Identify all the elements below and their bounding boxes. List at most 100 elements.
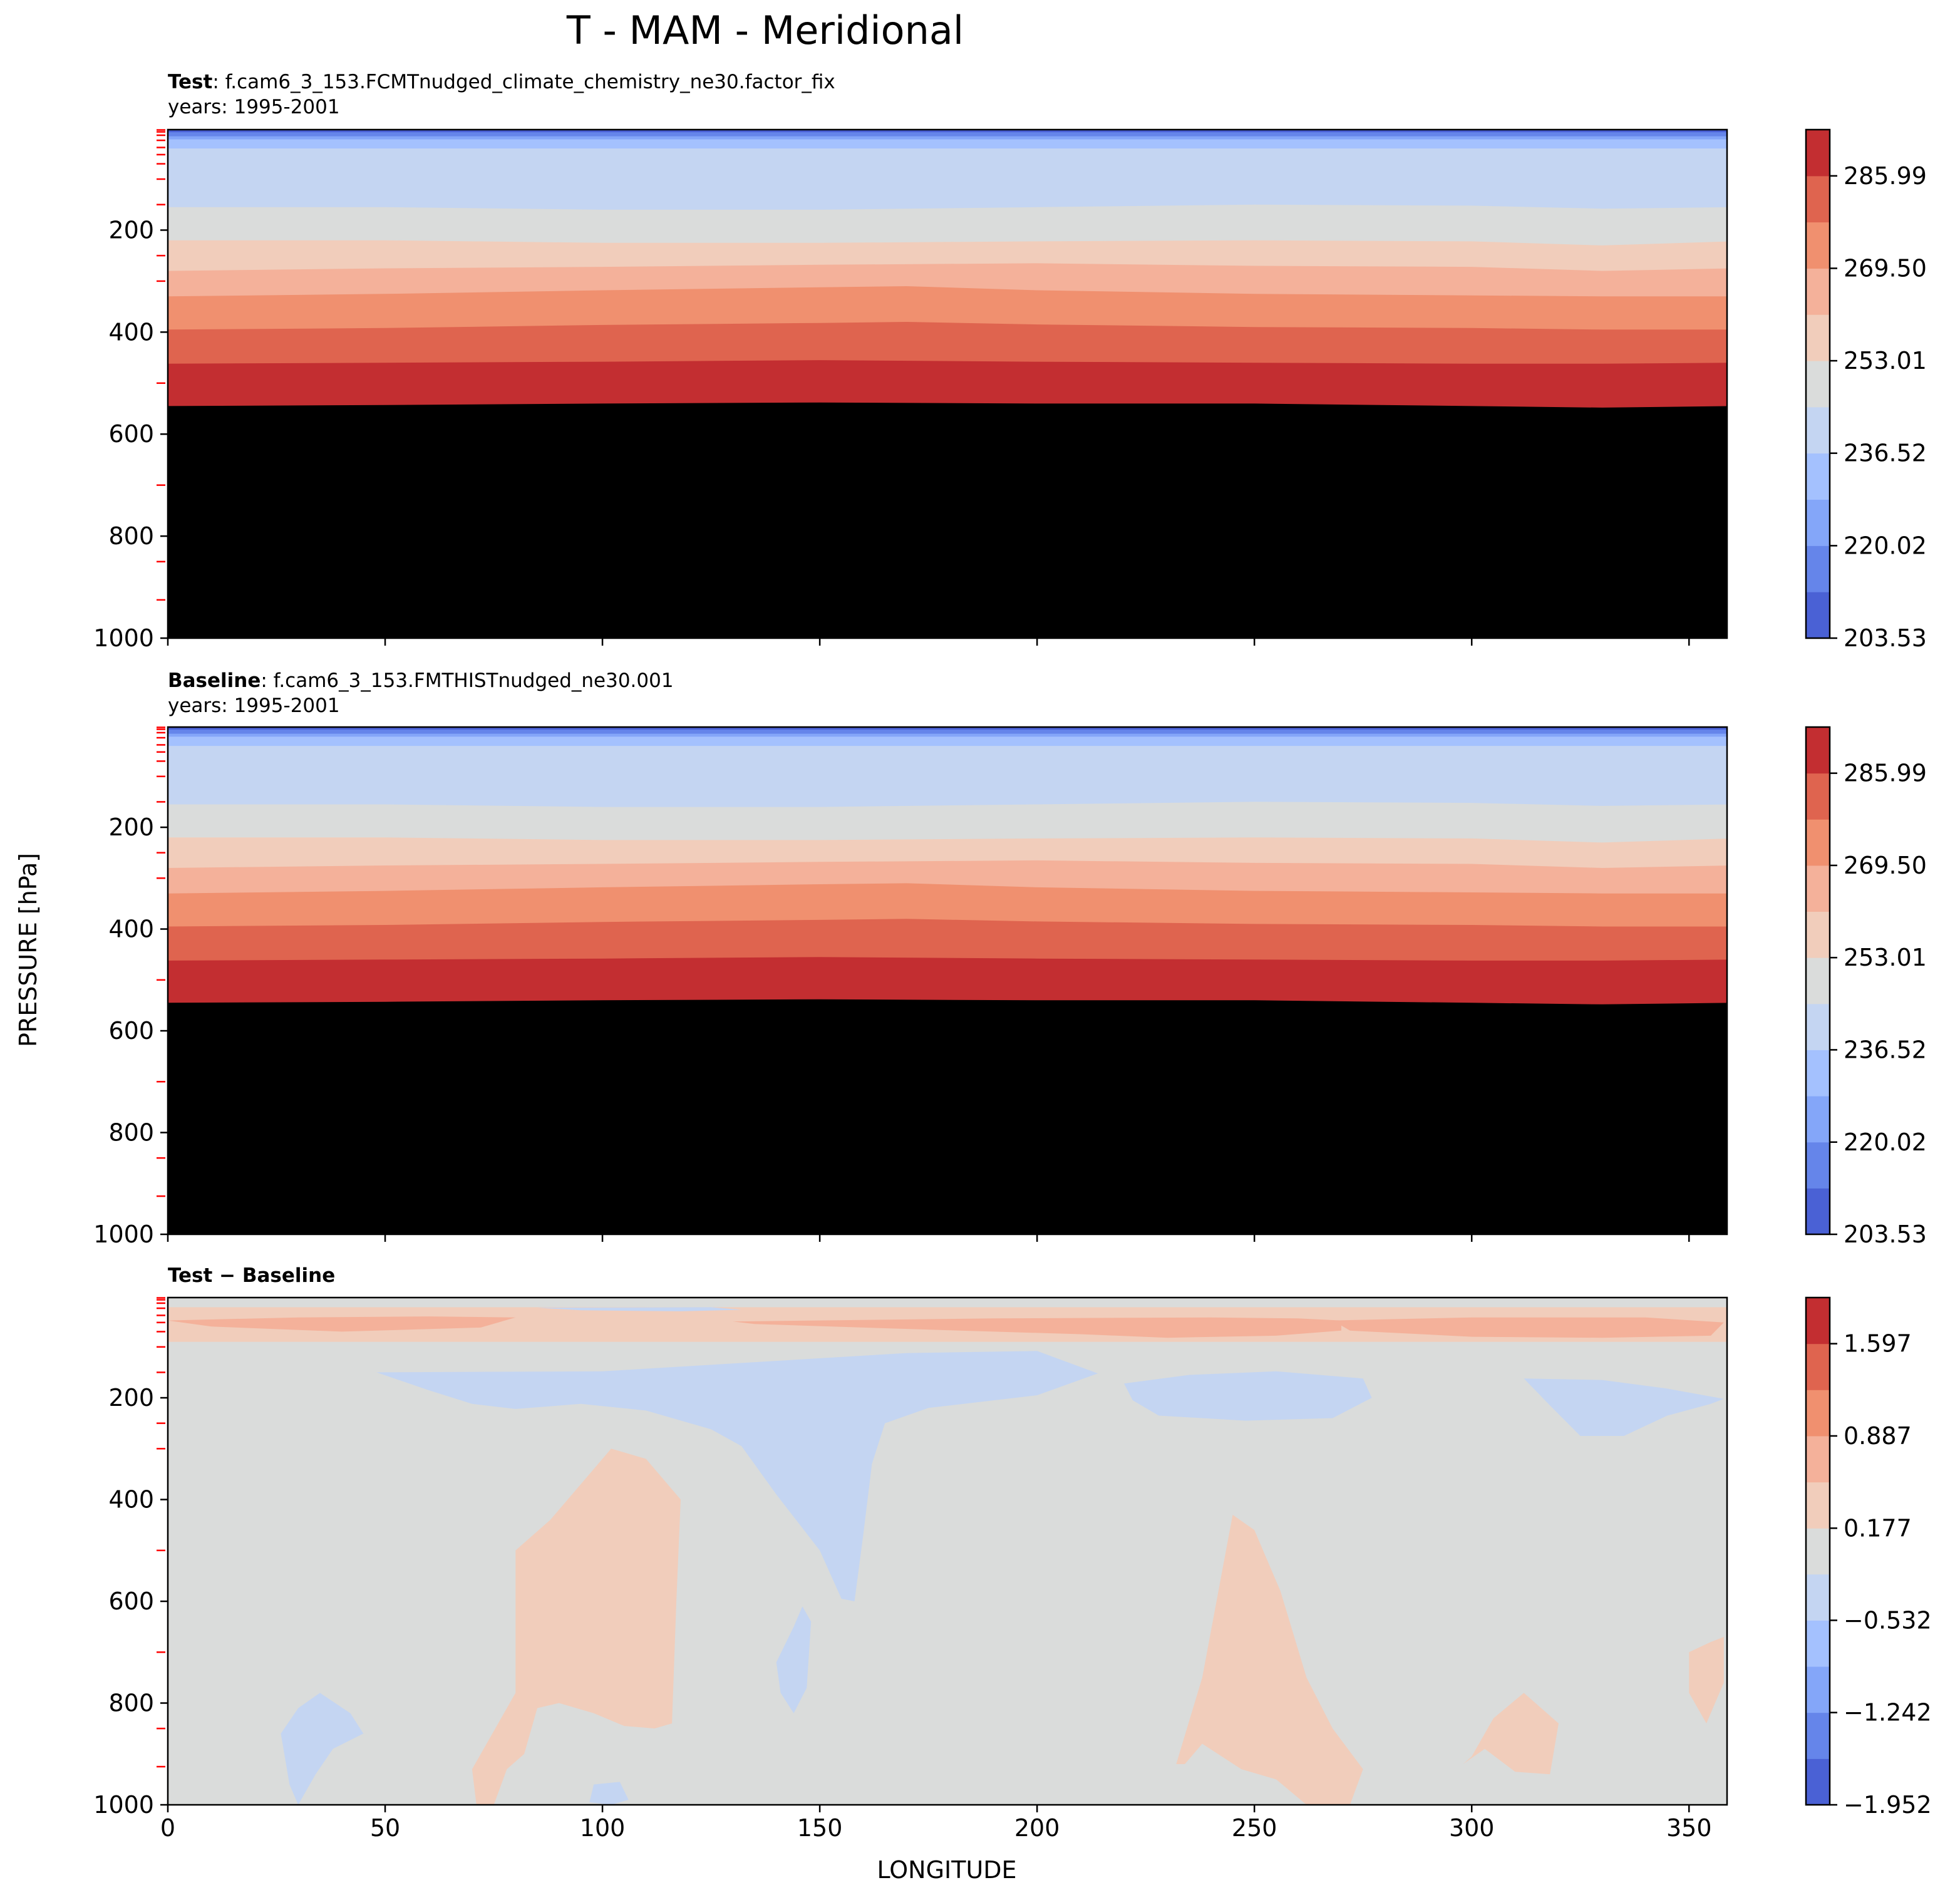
- colorbar-swatch: [1806, 1435, 1830, 1483]
- x-tick-label: 100: [580, 1814, 626, 1842]
- colorbar-swatch: [1806, 911, 1830, 958]
- colorbar-tick-label: 203.53: [1844, 1221, 1927, 1248]
- colorbar-swatch: [1806, 1050, 1830, 1097]
- y-tick-label: 400: [108, 318, 154, 346]
- colorbar-tick-label: 1.597: [1844, 1330, 1912, 1358]
- colorbar-swatch: [1806, 727, 1830, 774]
- colorbar-swatch: [1806, 1003, 1830, 1050]
- contour-band: [168, 1185, 1727, 1234]
- panel-header-rest: : f.cam6_3_153.FMTHISTnudged_ne30.001: [260, 669, 673, 692]
- colorbar-swatch: [1806, 1482, 1830, 1529]
- x-axis: [167, 638, 1690, 646]
- difference-panel: Test − Baseline 200 400 600 800 1000 0 50 100 1…: [93, 1264, 1931, 1842]
- colorbar-tick-label: 269.50: [1844, 852, 1927, 879]
- figure-title: T - MAM - Meridional: [566, 8, 964, 53]
- plot-frame: [167, 128, 1728, 639]
- colorbar-swatch: [1806, 1343, 1830, 1390]
- colorbar-tick-label: −1.242: [1844, 1699, 1932, 1727]
- contour-plot: [168, 1298, 1727, 1805]
- colorbar-swatch: [1806, 1528, 1830, 1575]
- panel-header-bold: Test: [168, 71, 213, 93]
- contour-plot: [168, 727, 1727, 1234]
- colorbar: 203.53 220.02 236.52 253.01 269.50 285.99: [1805, 128, 1927, 652]
- contour-region: [472, 1448, 681, 1805]
- colorbar-swatch: [1806, 1666, 1830, 1713]
- colorbar-swatch: [1806, 1712, 1830, 1759]
- colorbar-swatch: [1806, 268, 1830, 315]
- colorbar-tick-label: 269.50: [1844, 254, 1927, 282]
- contour-region: [281, 1693, 364, 1805]
- contour-region: [537, 1307, 742, 1311]
- plot-frame: [167, 1296, 1728, 1806]
- x-tick-label: 200: [1014, 1814, 1060, 1842]
- contour-region: [1333, 1317, 1724, 1338]
- colorbar-swatch: [1806, 1390, 1830, 1437]
- colorbar-tick-label: 285.99: [1844, 162, 1927, 190]
- panel-header-rest: : f.cam6_3_153.FCMTnudged_climate_chemis…: [212, 71, 835, 93]
- x-tick-label: 50: [370, 1814, 400, 1842]
- y-tick-label: 600: [108, 1588, 154, 1615]
- y-axis: 200 400 600 800 1000: [93, 129, 168, 652]
- colorbar-swatch: [1806, 499, 1830, 546]
- y-tick-label: 200: [108, 813, 154, 841]
- colorbar-frame: [1805, 1296, 1831, 1806]
- y-tick-label: 1000: [93, 1221, 154, 1248]
- colorbar-tick-label: 236.52: [1844, 1036, 1927, 1063]
- y-tick-label: 200: [108, 1384, 154, 1412]
- colorbar-swatch: [1806, 175, 1830, 223]
- x-tick-label: 350: [1666, 1814, 1712, 1842]
- contour-region: [1124, 1371, 1372, 1421]
- colorbar-frame: [1805, 726, 1831, 1236]
- colorbar-tick-label: 253.01: [1844, 347, 1927, 374]
- y-tick-label: 600: [108, 1017, 154, 1045]
- contour-plot: [168, 130, 1727, 638]
- contour-region: [733, 1317, 1341, 1338]
- y-axis-label: PRESSURE [hPa]: [14, 853, 42, 1047]
- y-tick-label: 600: [108, 420, 154, 448]
- y-tick-label: 1000: [93, 624, 154, 652]
- colorbar-tick-label: 0.177: [1844, 1514, 1912, 1542]
- baseline-panel: Baseline: f.cam6_3_153.FMTHISTnudged_ne3…: [93, 669, 1927, 1248]
- x-tick-label: 300: [1449, 1814, 1495, 1842]
- panel-header: Baseline: f.cam6_3_153.FMTHISTnudged_ne3…: [168, 669, 674, 692]
- x-tick-label: 0: [160, 1814, 175, 1842]
- contour-region: [1463, 1693, 1559, 1775]
- plot-frame: [167, 726, 1728, 1236]
- x-axis: 0 50 100 150 200 250 300 350: [160, 1805, 1712, 1842]
- colorbar: 203.53 220.02 236.52 253.01 269.50 285.99: [1805, 726, 1927, 1248]
- colorbar: −1.952 −1.242 −0.532 0.177 0.887 1.597: [1805, 1296, 1932, 1819]
- y-tick-label: 1000: [93, 1791, 154, 1819]
- colorbar-tick-label: 203.53: [1844, 624, 1927, 652]
- colorbar-swatch: [1806, 545, 1830, 592]
- colorbar-swatch: [1806, 1298, 1830, 1345]
- colorbar-swatch: [1806, 222, 1830, 269]
- x-axis-label: LONGITUDE: [877, 1856, 1016, 1884]
- panel-years: years: 1995-2001: [168, 694, 340, 717]
- panel-years: years: 1995-2001: [168, 96, 340, 118]
- colorbar-swatch: [1806, 1620, 1830, 1667]
- panel-header: Test: f.cam6_3_153.FCMTnudged_climate_ch…: [168, 71, 835, 93]
- contour-region: [376, 1351, 1098, 1601]
- panel-header-bold: Test − Baseline: [168, 1264, 335, 1287]
- panel-header-bold: Baseline: [168, 669, 260, 692]
- colorbar-tick-label: 285.99: [1844, 760, 1927, 787]
- colorbar-tick-label: −0.532: [1844, 1606, 1932, 1634]
- x-tick-label: 150: [797, 1814, 843, 1842]
- colorbar-swatch: [1806, 958, 1830, 1004]
- contour-region: [776, 1606, 812, 1713]
- colorbar-frame: [1805, 128, 1831, 639]
- x-tick-label: 250: [1232, 1814, 1277, 1842]
- colorbar-swatch: [1806, 361, 1830, 408]
- colorbar-swatch: [1806, 865, 1830, 912]
- colorbar-swatch: [1806, 453, 1830, 500]
- contour-region: [589, 1782, 629, 1805]
- contour-region: [1689, 1636, 1724, 1723]
- panel-header: Test − Baseline: [168, 1264, 335, 1287]
- colorbar-tick-label: 0.887: [1844, 1422, 1912, 1450]
- colorbar-swatch: [1806, 592, 1830, 639]
- y-tick-label: 800: [108, 1690, 154, 1717]
- y-axis: 200 400 600 800 1000: [93, 726, 168, 1248]
- colorbar-tick-label: 220.02: [1844, 1128, 1927, 1156]
- colorbar-swatch: [1806, 1096, 1830, 1143]
- colorbar-swatch: [1806, 773, 1830, 820]
